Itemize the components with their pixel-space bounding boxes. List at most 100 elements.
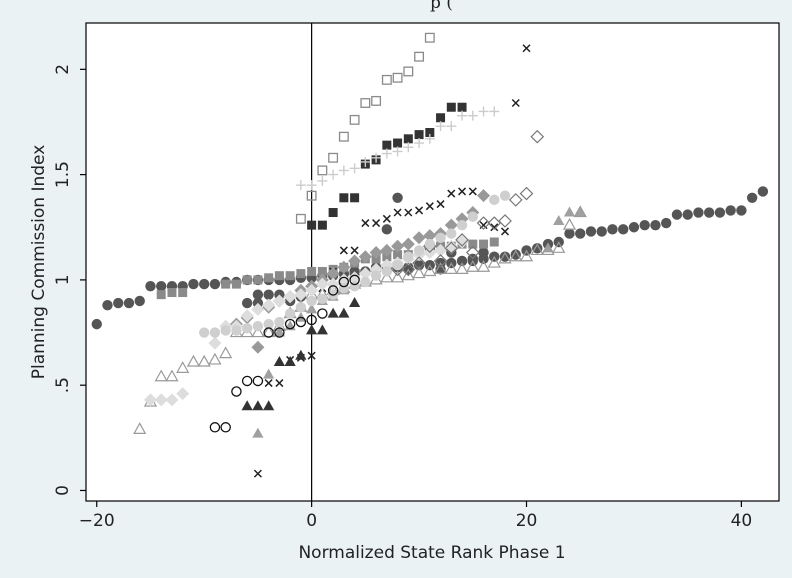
data-point [251, 325, 265, 338]
data-point [468, 239, 478, 249]
data-point [231, 386, 242, 397]
data-point [273, 326, 285, 337]
data-point [305, 283, 319, 297]
data-point [457, 110, 468, 121]
data-point [197, 354, 211, 367]
data-point [263, 289, 274, 300]
data-point [263, 368, 275, 379]
data-point [519, 249, 534, 262]
axes: −20 0 20 40 0 .5 1 1.5 2 [53, 64, 752, 531]
data-point [274, 327, 285, 338]
data-point [392, 72, 403, 83]
data-point [467, 211, 478, 222]
data-point [337, 260, 351, 274]
data-point [307, 266, 317, 276]
data-point [231, 279, 241, 289]
data-point [391, 239, 405, 253]
data-point [403, 134, 413, 144]
data-point [295, 316, 307, 328]
data-point [508, 193, 523, 207]
data-point [490, 223, 499, 232]
data-point [317, 165, 328, 176]
data-point [736, 205, 747, 216]
y-axis-title: Planning Commission Index [29, 145, 49, 380]
data-point [403, 66, 414, 77]
data-point [372, 219, 381, 228]
data-point [479, 239, 489, 249]
data-point [338, 165, 349, 176]
data-point [350, 193, 360, 203]
data-point [283, 290, 297, 304]
data-point [487, 216, 502, 230]
data-point [466, 260, 480, 272]
data-point [273, 356, 285, 367]
data-point [380, 270, 394, 283]
data-point [401, 237, 415, 251]
data-point [241, 297, 253, 309]
data-point [447, 189, 456, 198]
data-point [338, 131, 349, 142]
data-point [358, 267, 372, 281]
data-point [414, 51, 425, 62]
data-point [436, 113, 446, 123]
data-point [274, 316, 285, 328]
data-point [252, 289, 264, 300]
data-points [91, 32, 769, 478]
data-point [489, 106, 500, 117]
data-point [263, 318, 274, 330]
data-point [274, 271, 284, 281]
x-tick-label: 40 [731, 511, 753, 531]
data-point [338, 276, 350, 288]
data-point [414, 138, 425, 149]
data-point [176, 361, 190, 373]
data-point [455, 235, 469, 249]
data-point [499, 190, 511, 201]
data-point [327, 285, 339, 296]
data-point [241, 375, 253, 387]
data-point [154, 393, 168, 407]
data-point [650, 219, 661, 231]
data-point [275, 379, 284, 388]
data-point [209, 327, 221, 338]
data-point [306, 190, 317, 201]
data-point [607, 224, 618, 235]
data-point [435, 264, 446, 275]
data-point [327, 307, 339, 318]
data-point [425, 202, 434, 211]
data-point [252, 321, 264, 332]
data-point [412, 231, 426, 245]
data-point [328, 169, 339, 180]
data-point [220, 325, 231, 336]
data-point [425, 127, 435, 137]
data-point [446, 102, 456, 112]
data-point [307, 220, 317, 230]
data-point [349, 297, 361, 308]
data-point [317, 175, 328, 186]
data-point [381, 74, 392, 85]
data-point [209, 422, 221, 433]
y-tick-label: 2 [53, 64, 73, 75]
data-point [392, 259, 403, 271]
data-point [91, 318, 102, 330]
data-point [154, 369, 168, 382]
data-point [434, 243, 448, 257]
data-point [156, 290, 166, 300]
data-point [348, 254, 362, 268]
x-axis-title: Normalized State Rank Phase 1 [298, 543, 565, 563]
data-point [348, 271, 362, 285]
data-point [251, 340, 265, 354]
data-point [392, 192, 403, 203]
x-tick-label: 20 [516, 511, 538, 531]
data-point [240, 309, 254, 323]
data-point [317, 220, 327, 230]
data-point [251, 302, 265, 316]
data-point [156, 281, 167, 292]
data-point [221, 279, 231, 289]
data-point [252, 400, 264, 411]
data-point [401, 262, 416, 277]
data-point [220, 422, 231, 433]
data-point [241, 323, 253, 334]
data-point [361, 219, 370, 228]
data-point [393, 138, 403, 148]
data-point [489, 237, 499, 247]
